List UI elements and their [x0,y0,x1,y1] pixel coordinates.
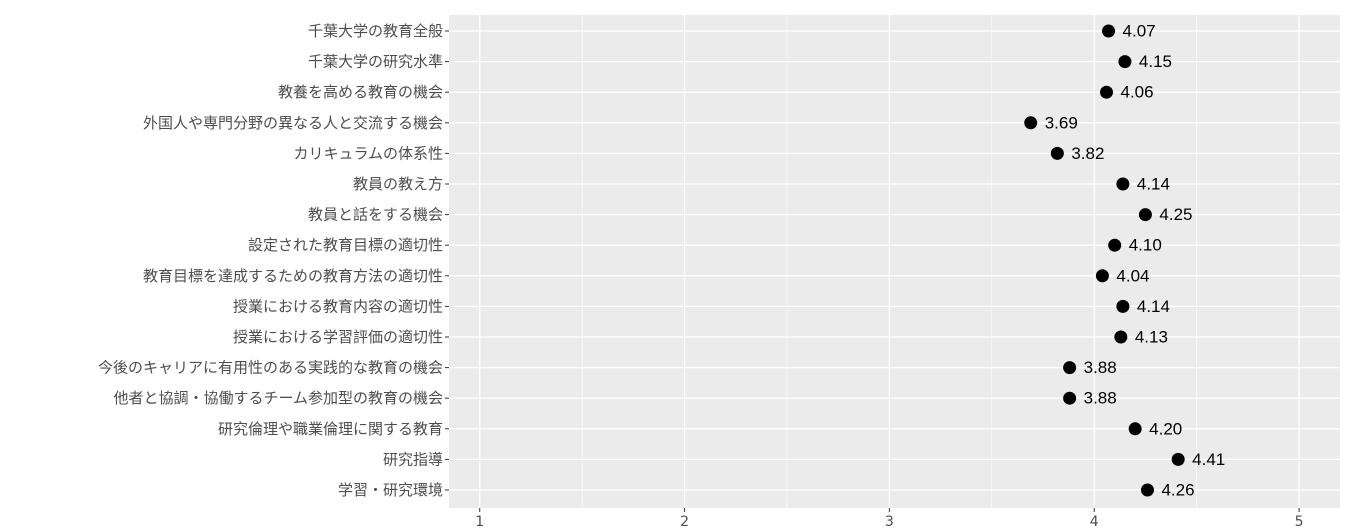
data-point [1116,177,1130,191]
data-point [1118,55,1132,69]
y-tick-label: 研究倫理や職業倫理に関する教育 [218,420,443,438]
data-point [1138,208,1152,222]
y-tick-label: 教員と話をする機会 [308,206,443,224]
data-value-label: 4.15 [1139,52,1172,71]
y-tick-label: 授業における教育内容の適切性 [233,297,443,315]
y-tick-label: 教育目標を達成するための教育方法の適切性 [143,267,443,285]
data-point [1140,483,1154,497]
data-point [1050,146,1064,160]
data-point [1116,299,1130,313]
y-tick-label: 学習・研究環境 [338,481,443,499]
data-value-label: 3.88 [1084,358,1117,377]
y-tick-label: 教員の教え方 [353,175,443,193]
data-point [1171,452,1185,466]
x-tick-label: 2 [680,514,689,530]
data-value-label: 4.13 [1135,328,1168,347]
data-value-label: 3.88 [1084,389,1117,408]
y-tick-label: 外国人や専門分野の異なる人と交流する機会 [143,114,443,132]
data-value-label: 4.25 [1159,205,1192,224]
y-axis-labels: 千葉大学の教育全般千葉大学の研究水準教養を高める教育の機会外国人や専門分野の異な… [98,22,443,499]
y-tick-label: カリキュラムの体系性 [293,144,443,162]
data-point [1102,24,1116,38]
data-value-label: 4.41 [1192,450,1225,469]
data-value-label: 4.06 [1120,83,1153,102]
data-value-label: 3.69 [1045,113,1078,132]
x-tick-label: 3 [885,514,894,530]
y-tick-label: 授業における学習評価の適切性 [233,328,443,346]
data-point [1099,85,1113,99]
data-value-label: 4.26 [1161,481,1194,500]
y-tick-label: 千葉大学の研究水準 [308,53,443,71]
grid-layer [449,15,1340,508]
data-point [1114,330,1128,344]
y-tick-label: 他者と協調・協働するチーム参加型の教育の機会 [113,389,443,407]
x-tick-label: 5 [1295,514,1304,530]
y-tick-label: 千葉大学の教育全般 [308,22,443,40]
ticks-layer [445,30,1300,512]
data-value-label: 3.82 [1071,144,1104,163]
data-value-label: 4.04 [1116,266,1149,285]
data-point [1108,238,1122,252]
plot-panel [449,15,1340,508]
data-point [1128,422,1142,436]
data-labels: 4.07 4.15 4.06 3.69 3.82 4.14 4.25 4.10 4.04 4.14… [1045,22,1226,500]
data-value-label: 4.10 [1129,236,1162,255]
x-tick-label: 1 [475,514,484,530]
y-tick-label: 今後のキャリアに有用性のある実践的な教育の機会 [98,359,443,377]
x-tick-label: 4 [1090,514,1099,530]
data-value-label: 4.20 [1149,419,1182,438]
data-points [1024,24,1185,497]
data-value-label: 4.14 [1137,297,1170,316]
y-tick-label: 教養を高める教育の機会 [278,83,443,101]
y-tick-label: 研究指導 [383,450,443,468]
data-value-label: 4.14 [1137,175,1170,194]
y-tick-label: 設定された教育目標の適切性 [248,236,443,254]
data-point [1024,116,1038,130]
data-point [1063,361,1077,375]
data-value-label: 4.07 [1123,22,1156,41]
data-point [1063,391,1077,405]
data-point [1095,269,1109,283]
x-axis-labels: 1 2 3 4 5 [475,514,1303,530]
